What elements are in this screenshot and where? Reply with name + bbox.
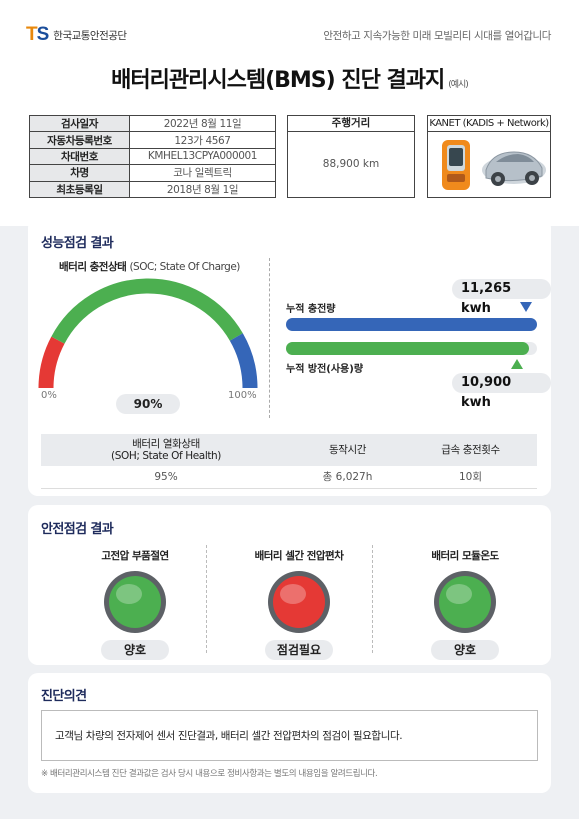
performance-card: 성능점검 결과 배터리 충전상태 (SOC; State Of Charge) … [28,218,551,496]
soh-table: 배터리 열화상태 (SOH; State Of Health) 동작시간 급속 충전… [41,434,537,489]
discharge-bar-track [286,342,537,355]
status-lamp-icon [268,571,330,633]
info-value: KMHEL13CPYA000001 [129,147,276,166]
info-row: 차대번호 KMHEL13CPYA000001 [29,147,276,166]
soc-label-main: 배터리 충전상태 [59,261,127,273]
safety-title: 안전점검 결과 [41,522,114,537]
gauge-max-label: 100% [228,390,257,401]
safety-item-label: 배터리 모듈온도 [431,550,499,562]
info-value: 코나 일렉트릭 [129,164,276,182]
gauge-segment-high [229,333,258,389]
info-row: 검사일자 2022년 8월 11일 [29,114,276,133]
status-lamp-icon [104,571,166,633]
info-label: 차대번호 [29,147,130,166]
info-value: 2022년 8월 11일 [129,114,276,133]
kanet-box: KANET (KADIS + Network) [427,115,551,198]
safety-status-badge: 양호 [101,640,169,660]
soh-value: 10회 [404,466,537,489]
title-text: 배터리관리시스템(BMS) 진단 결과지 [111,68,445,93]
charge-bar-track [286,318,537,331]
opinion-text: 고객님 차량의 전자제어 센서 진단결과, 배터리 셀간 전압편차의 점검이 필… [41,710,538,761]
gauge-segment-mid [51,278,243,344]
charge-marker-icon [520,302,532,312]
soc-label: 배터리 충전상태 (SOC; State Of Charge) [59,259,240,274]
status-lamp-icon [434,571,496,633]
org-name: 한국교통안전공단 [53,29,127,42]
page-title: 배터리관리시스템(BMS) 진단 결과지 (예시) [0,62,579,94]
discharge-label: 누적 방전(사용)량 [286,364,364,375]
charge-label: 누적 충전량 [286,304,336,315]
soh-header: 배터리 열화상태 (SOH; State Of Health) [41,434,292,466]
safety-divider [206,545,207,653]
section-divider [269,258,270,418]
charge-value: 11,265 kwh [452,279,551,316]
info-row: 최초등록일 2018년 8월 1일 [29,180,276,198]
vehicle-info-table: 검사일자 2022년 8월 11일 자동차등록번호 123가 4567 차대번호 KMHE… [29,114,276,198]
report-header: TS 한국교통안전공단 안전하고 지속가능한 미래 모빌리티 시대를 열어갑니다… [0,0,579,226]
mileage-label: 주행거리 [288,116,414,132]
diagnostic-device-car-image [442,140,546,190]
logo-mark: TS [26,24,49,45]
gauge-min-label: 0% [41,390,57,401]
discharge-marker-icon [511,359,523,369]
soh-value: 총 6,027h [291,466,405,489]
soh-header: 급속 충전횟수 [404,434,537,466]
safety-item-label: 배터리 셀간 전압편차 [254,550,344,562]
charge-bar-fill [286,318,537,331]
safety-status-badge: 양호 [431,640,499,660]
soc-gauge [38,278,258,389]
slogan: 안전하고 지속가능한 미래 모빌리티 시대를 열어갑니다 [323,30,551,42]
footnote: ※ 배터리관리시스템 진단 결과값은 검사 당시 내용으로 정비사항과는 별도의… [41,769,378,779]
soc-label-sub: (SOC; State Of Charge) [129,261,240,273]
info-value: 2018년 8월 1일 [129,180,276,198]
info-label: 차명 [29,164,130,182]
safety-divider [372,545,373,653]
discharge-value: 10,900 kwh [452,373,551,410]
info-label: 검사일자 [29,114,130,133]
safety-item-label: 고전압 부품절연 [101,550,169,562]
ts-logo: TS 한국교통안전공단 [26,24,127,46]
soc-value: 90% [116,394,180,414]
soh-header: 동작시간 [291,434,405,466]
kanet-label: KANET (KADIS + Network) [428,116,550,132]
opinion-card: 진단의견 고객님 차량의 전자제어 센서 진단결과, 배터리 셀간 전압편차의 … [28,673,551,793]
safety-card: 안전점검 결과 고전압 부품절연 양호 배터리 셀간 전압편차 점검필요 배터리 모듈온… [28,505,551,665]
title-note: (예시) [448,80,469,90]
info-label: 자동차등록번호 [29,131,130,149]
safety-status-badge: 점검필요 [265,640,333,660]
gauge-segment-low [38,336,65,389]
discharge-bar-fill [286,342,529,355]
info-row: 자동차등록번호 123가 4567 [29,131,276,149]
info-row: 차명 코나 일렉트릭 [29,164,276,182]
mileage-box: 주행거리 88,900 km [287,115,415,198]
opinion-title: 진단의견 [41,689,87,704]
mileage-value: 88,900 km [322,158,380,170]
performance-title: 성능점검 결과 [41,236,114,251]
info-label: 최초등록일 [29,180,130,198]
soh-value: 95% [41,466,292,489]
info-value: 123가 4567 [129,131,276,149]
